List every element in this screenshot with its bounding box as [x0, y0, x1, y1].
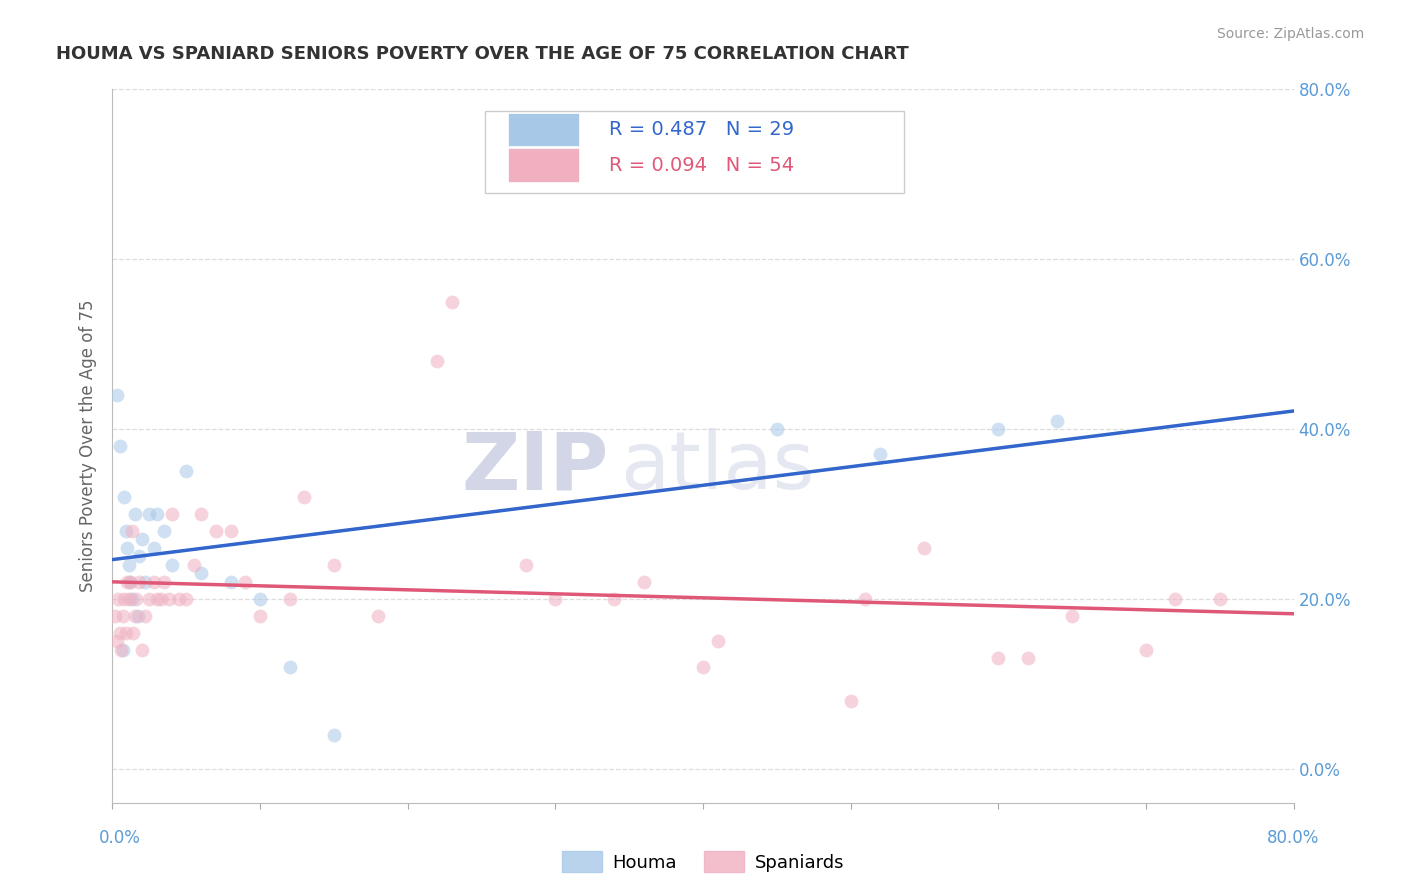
FancyBboxPatch shape — [508, 112, 579, 146]
Point — [117, 574, 138, 589]
Point — [190, 566, 212, 581]
Point — [219, 524, 242, 538]
Text: R = 0.487   N = 29: R = 0.487 N = 29 — [609, 120, 793, 139]
Point — [441, 294, 464, 309]
Text: ZIP: ZIP — [461, 428, 609, 507]
Point — [603, 591, 626, 606]
Point — [114, 524, 136, 538]
Point — [157, 591, 180, 606]
Point — [138, 507, 160, 521]
Point — [121, 524, 143, 538]
Point — [167, 591, 190, 606]
Point — [1164, 591, 1187, 606]
Point — [174, 465, 197, 479]
Point — [110, 643, 132, 657]
Text: Source: ZipAtlas.com: Source: ZipAtlas.com — [1216, 27, 1364, 41]
Point — [219, 574, 242, 589]
Y-axis label: Seniors Poverty Over the Age of 75: Seniors Poverty Over the Age of 75 — [79, 300, 97, 592]
Point — [142, 541, 165, 555]
Point — [128, 574, 150, 589]
Point — [124, 608, 146, 623]
Point — [121, 591, 143, 606]
Point — [105, 388, 128, 402]
Point — [1017, 651, 1039, 665]
Point — [108, 626, 131, 640]
Point — [633, 574, 655, 589]
Point — [278, 591, 301, 606]
Point — [125, 591, 148, 606]
Point — [104, 608, 127, 623]
Point — [987, 422, 1010, 436]
Point — [160, 507, 183, 521]
Point — [1208, 591, 1232, 606]
Point — [233, 574, 256, 589]
Point — [1046, 413, 1069, 427]
Point — [117, 541, 138, 555]
Point — [174, 591, 197, 606]
Point — [108, 439, 131, 453]
Point — [205, 524, 228, 538]
Point — [1062, 608, 1084, 623]
Point — [249, 608, 271, 623]
Point — [190, 507, 212, 521]
FancyBboxPatch shape — [485, 111, 904, 193]
Text: atlas: atlas — [620, 428, 814, 507]
Text: 0.0%: 0.0% — [98, 829, 141, 847]
Point — [278, 660, 301, 674]
Point — [323, 558, 346, 572]
Point — [292, 490, 315, 504]
Point — [692, 660, 714, 674]
Point — [367, 608, 389, 623]
Point — [120, 574, 142, 589]
Point — [118, 558, 141, 572]
Point — [114, 626, 136, 640]
Point — [105, 634, 128, 648]
Point — [107, 591, 129, 606]
Text: R = 0.094   N = 54: R = 0.094 N = 54 — [609, 156, 793, 175]
Point — [128, 549, 150, 564]
Point — [160, 558, 183, 572]
Point — [766, 422, 789, 436]
Point — [111, 608, 134, 623]
Point — [146, 591, 169, 606]
Point — [120, 574, 142, 589]
Text: 80.0%: 80.0% — [1267, 829, 1320, 847]
Point — [142, 574, 165, 589]
Point — [839, 694, 862, 708]
Point — [134, 574, 156, 589]
Point — [134, 608, 156, 623]
Point — [183, 558, 205, 572]
Point — [249, 591, 271, 606]
Point — [855, 591, 877, 606]
Point — [150, 591, 173, 606]
Point — [1135, 643, 1157, 657]
Point — [131, 643, 153, 657]
Point — [112, 591, 135, 606]
Point — [706, 634, 728, 648]
Point — [138, 591, 160, 606]
Point — [111, 643, 134, 657]
Point — [118, 591, 141, 606]
Point — [426, 354, 449, 368]
Point — [323, 728, 346, 742]
Point — [914, 541, 936, 555]
Point — [869, 448, 891, 462]
Point — [112, 490, 135, 504]
Point — [544, 591, 567, 606]
Point — [122, 626, 145, 640]
Text: HOUMA VS SPANIARD SENIORS POVERTY OVER THE AGE OF 75 CORRELATION CHART: HOUMA VS SPANIARD SENIORS POVERTY OVER T… — [56, 45, 910, 62]
Point — [153, 574, 176, 589]
Point — [146, 507, 169, 521]
FancyBboxPatch shape — [508, 148, 579, 182]
Legend: Houma, Spaniards: Houma, Spaniards — [555, 844, 851, 880]
Point — [124, 507, 146, 521]
Point — [987, 651, 1010, 665]
Point — [515, 558, 537, 572]
Point — [127, 608, 149, 623]
Point — [153, 524, 176, 538]
Point — [131, 533, 153, 547]
